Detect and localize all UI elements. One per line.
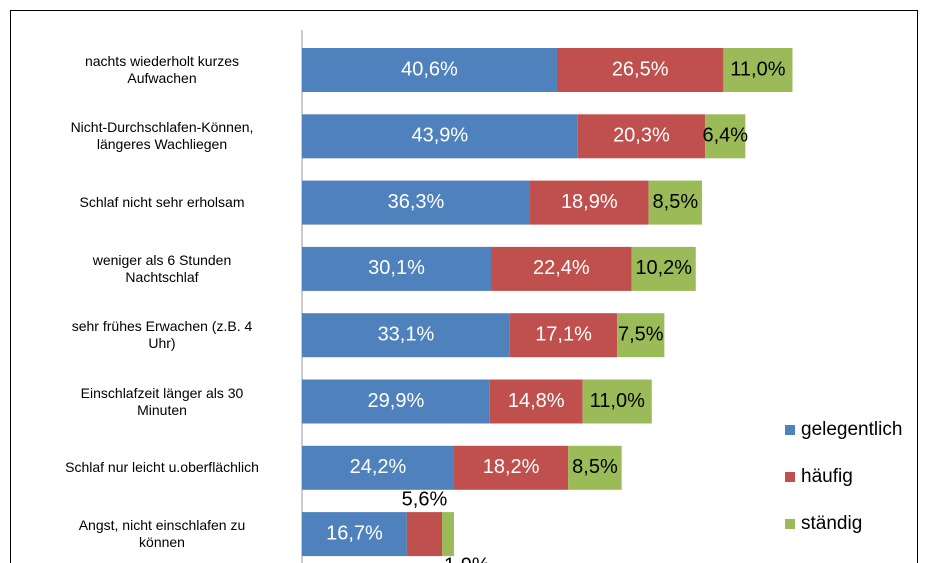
value-label: 1,9% xyxy=(444,554,490,563)
bar-segment xyxy=(453,445,569,490)
value-label: 16,7% xyxy=(326,522,383,544)
legend-label: gelegentlich xyxy=(801,419,902,440)
bar-segment xyxy=(529,180,649,225)
value-label: 11,0% xyxy=(590,390,645,412)
legend-swatch xyxy=(785,472,795,482)
bar-segment xyxy=(302,445,454,490)
legend-label: häufig xyxy=(801,466,853,487)
value-label: 36,3% xyxy=(388,191,445,213)
value-label: 20,3% xyxy=(613,125,670,147)
value-label: 29,9% xyxy=(368,390,425,412)
value-label: 30,1% xyxy=(368,257,425,279)
bar-segment xyxy=(302,114,578,159)
bar-segment xyxy=(509,313,618,358)
legend-swatch xyxy=(785,519,795,529)
legend-label: ständig xyxy=(801,513,862,534)
value-label: 5,6% xyxy=(402,488,448,510)
category-label: sehr frühes Erwachen (z.B. 4 Uhr) xyxy=(71,318,253,352)
bar-segment xyxy=(302,246,492,291)
bar-segment xyxy=(582,379,652,424)
category-label: Einschlafzeit länger als 30 Minuten xyxy=(80,384,244,418)
bar-segment xyxy=(406,512,443,557)
bar-segment xyxy=(556,48,724,92)
value-label: 24,2% xyxy=(350,456,407,478)
bar-segment xyxy=(705,114,746,159)
category-label: nachts wiederholt kurzes Aufwachen xyxy=(84,53,240,86)
category-label: Schlaf nicht sehr erholsam xyxy=(79,194,245,211)
value-label: 17,1% xyxy=(535,323,592,345)
category-label: Schlaf nur leicht u.oberflächlich xyxy=(65,459,259,476)
bar-segment xyxy=(302,313,510,358)
bar-segment xyxy=(648,180,703,225)
bar-segment xyxy=(442,512,454,557)
value-label: 6,4% xyxy=(702,125,748,147)
value-label: 14,8% xyxy=(508,390,565,412)
bar-segment xyxy=(489,379,583,424)
value-label: 22,4% xyxy=(533,257,590,279)
value-label: 18,2% xyxy=(483,456,540,478)
value-label: 8,5% xyxy=(653,191,699,213)
category-label: weniger als 6 Stunden Nachtschlaf xyxy=(92,251,232,285)
bar-segment xyxy=(631,246,696,291)
value-label: 40,6% xyxy=(401,58,458,80)
value-label: 18,9% xyxy=(561,191,618,213)
category-label: Angst, nicht einschlafen zu können xyxy=(78,517,246,551)
bar-segment xyxy=(491,246,632,291)
value-label: 43,9% xyxy=(411,125,468,147)
value-label: 26,5% xyxy=(612,58,669,80)
bar-segment xyxy=(302,180,530,225)
value-label: 10,2% xyxy=(635,257,692,279)
value-label: 33,1% xyxy=(378,323,435,345)
bar-segment xyxy=(568,445,622,490)
frame xyxy=(10,10,918,563)
category-label: Nicht-Durchschlafen-Können, längeres Wac… xyxy=(70,119,254,153)
bar-segment xyxy=(302,512,407,557)
value-label: 8,5% xyxy=(572,456,618,478)
value-label: 11,0% xyxy=(730,58,785,80)
bar-segment xyxy=(723,48,793,92)
value-label: 7,5% xyxy=(618,323,664,345)
bar-segment xyxy=(577,114,706,159)
bar-segment xyxy=(617,313,665,358)
bar-segment xyxy=(302,48,557,92)
legend-swatch xyxy=(785,425,795,435)
bar-segment xyxy=(302,379,490,424)
